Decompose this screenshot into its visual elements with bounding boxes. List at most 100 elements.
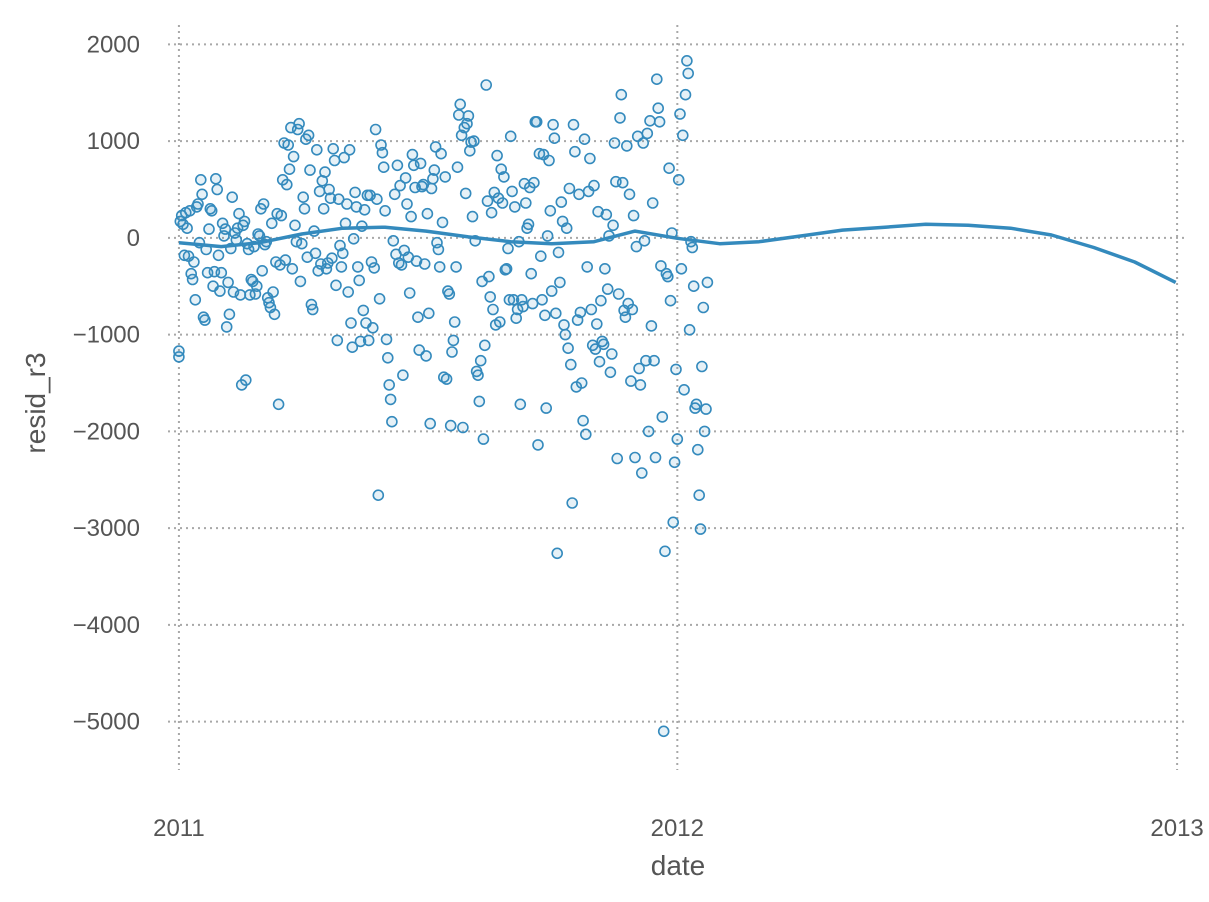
data-point <box>275 209 288 222</box>
data-point <box>302 129 315 142</box>
data-point <box>327 143 340 155</box>
data-point <box>659 545 671 558</box>
data-point <box>414 157 427 170</box>
data-point <box>319 166 331 178</box>
data-point <box>418 258 431 270</box>
data-point <box>386 415 398 428</box>
data-point <box>439 171 452 183</box>
data-point <box>599 262 611 275</box>
y-tick-label: 1000 <box>87 128 140 155</box>
data-point <box>231 222 244 234</box>
data-point <box>578 133 591 145</box>
data-point <box>532 439 544 451</box>
data-point <box>584 152 596 165</box>
data-point <box>567 118 580 131</box>
data-point <box>562 342 574 355</box>
data-point <box>480 79 493 91</box>
data-point <box>672 174 685 186</box>
data-point <box>646 197 659 209</box>
data-point <box>547 118 559 131</box>
data-point <box>626 303 639 316</box>
data-point <box>664 294 677 307</box>
data-point <box>341 198 353 210</box>
data-point <box>436 216 449 229</box>
y-tick-label: −2000 <box>73 418 140 445</box>
data-point <box>358 204 371 216</box>
scatter-points <box>173 54 714 738</box>
y-tick-label: −1000 <box>73 322 140 349</box>
data-point <box>496 197 509 209</box>
data-point <box>574 306 587 319</box>
data-point <box>612 288 625 300</box>
data-point <box>522 218 535 231</box>
data-point <box>605 348 618 360</box>
data-point <box>600 208 613 221</box>
data-point <box>620 140 633 152</box>
data-point <box>581 261 594 273</box>
data-point <box>448 316 461 328</box>
data-point <box>487 303 499 316</box>
data-point <box>394 179 406 192</box>
data-point <box>563 182 576 195</box>
data-point <box>463 145 476 157</box>
data-point <box>354 335 367 348</box>
data-point <box>268 308 281 321</box>
data-point <box>616 176 629 189</box>
data-point <box>641 127 654 140</box>
data-point <box>543 154 555 167</box>
data-point <box>508 201 521 213</box>
data-point <box>454 98 467 111</box>
data-point <box>674 108 686 120</box>
data-point <box>657 725 670 738</box>
data-point <box>530 116 543 128</box>
data-point <box>693 489 706 502</box>
data-point <box>384 393 397 406</box>
data-point <box>399 172 412 184</box>
data-point <box>427 173 439 185</box>
data-point <box>279 254 292 266</box>
data-point <box>569 145 581 158</box>
data-point <box>517 300 529 313</box>
data-point <box>338 151 350 164</box>
data-point <box>369 123 382 136</box>
data-point <box>549 307 562 320</box>
data-point <box>317 203 330 215</box>
data-point <box>365 256 378 268</box>
data-point <box>601 283 614 295</box>
data-point <box>256 264 269 277</box>
data-point <box>205 205 218 217</box>
data-point <box>282 139 295 151</box>
y-tick-label: 0 <box>127 225 140 252</box>
data-point <box>652 102 665 114</box>
data-point <box>663 162 675 174</box>
data-point <box>330 279 342 292</box>
data-point <box>474 354 487 367</box>
data-point <box>630 240 643 253</box>
data-point <box>349 186 361 199</box>
data-point <box>675 262 688 275</box>
data-point <box>694 523 707 535</box>
data-point <box>287 150 300 163</box>
data-point <box>534 250 547 263</box>
data-point <box>679 88 692 101</box>
data-point <box>226 191 238 203</box>
data-point <box>435 147 447 160</box>
data-point <box>286 262 299 275</box>
data-point <box>611 452 624 465</box>
data-point <box>503 293 516 306</box>
data-point <box>379 205 391 217</box>
data-point <box>653 116 666 128</box>
data-point <box>655 260 667 272</box>
data-point <box>306 303 319 316</box>
data-point <box>362 334 375 347</box>
data-point <box>551 547 564 560</box>
data-point <box>504 130 517 143</box>
data-point <box>585 303 598 316</box>
data-point <box>342 286 355 298</box>
data-point <box>539 309 551 322</box>
data-point <box>368 262 381 274</box>
data-point <box>346 341 359 354</box>
data-point <box>203 223 215 235</box>
data-point <box>485 206 498 219</box>
data-point <box>498 171 510 183</box>
